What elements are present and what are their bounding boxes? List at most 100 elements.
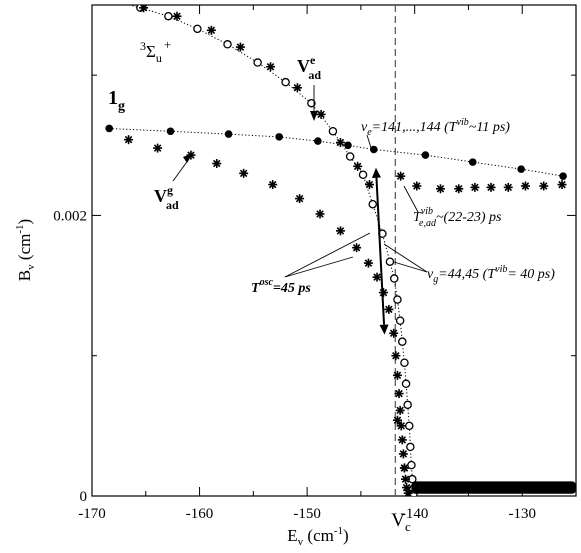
filled-circle-point — [166, 127, 175, 136]
series-lines — [109, 5, 564, 495]
vad-g-label: Vg ad — [154, 183, 179, 212]
filled-circle-point — [344, 141, 352, 150]
asterisk-point — [389, 328, 399, 338]
tosc-leader-2 — [284, 256, 354, 278]
open-circle-point — [395, 316, 405, 325]
y-tick-label: 0 — [80, 489, 88, 505]
open-circle-point — [398, 337, 407, 346]
asterisk-point — [268, 180, 278, 190]
asterisk-point — [397, 435, 407, 445]
asterisk-point — [486, 182, 496, 192]
asterisk-point — [239, 168, 249, 178]
vad-g-leader — [172, 158, 190, 182]
asterisk-point — [316, 109, 326, 119]
asterisk-point — [292, 83, 302, 93]
open-circle-point — [164, 11, 173, 21]
ve-leader — [366, 134, 373, 152]
open-circle-point — [281, 77, 290, 87]
sigma-u-label: 3Σu+ — [140, 37, 171, 65]
osc-arrow-line — [375, 177, 386, 325]
axis-ticks — [91, 5, 576, 497]
x-tick-label: -150 — [293, 506, 321, 522]
open-circle-point — [401, 379, 411, 389]
asterisk-point — [392, 415, 402, 425]
asterisk-point — [153, 143, 163, 153]
open-circle-point — [193, 24, 202, 34]
filled-circle-point — [105, 124, 114, 133]
y-axis-label: Bv (cm-1) — [14, 219, 37, 281]
filled-circle-point — [517, 165, 525, 173]
open-circle-point — [223, 40, 232, 49]
asterisk-point — [384, 304, 394, 314]
vad-e-label: Ve ad — [297, 53, 321, 82]
open-circle-point — [345, 152, 355, 161]
asterisk-point — [124, 135, 134, 145]
tosc-label: Tosc=45 ps — [251, 277, 311, 296]
filled-circle-point — [275, 133, 283, 141]
asterisk-point — [395, 405, 405, 415]
vg-leader-2 — [393, 261, 428, 273]
asterisk-point — [403, 488, 413, 496]
x-tick-label: -140 — [401, 506, 429, 522]
vg-label: vg=44,45 (Tvib= 40 ps) — [427, 264, 555, 285]
data-markers — [99, 0, 576, 496]
asterisk-point — [520, 181, 530, 191]
filled-circle-point — [314, 137, 322, 145]
osc-arrowhead-top — [371, 167, 381, 178]
asterisk-point — [364, 180, 374, 190]
asterisk-point — [235, 42, 245, 52]
open-circle-point — [406, 442, 415, 452]
open-circle-point — [403, 400, 412, 410]
open-circle-point — [368, 199, 377, 209]
x-axis-label: Ev (cm-1) — [287, 525, 348, 548]
asterisk-point — [266, 62, 276, 72]
asterisk-point — [412, 181, 422, 191]
asterisk-point — [363, 258, 373, 268]
asterisk-point — [399, 463, 409, 473]
filled-circle-point — [468, 158, 477, 166]
x-tick-label: -160 — [186, 506, 214, 522]
asterisk-point — [396, 421, 406, 431]
vad-g-arrowhead — [183, 153, 193, 163]
open-circle-point — [389, 274, 399, 283]
open-circle-point — [400, 358, 409, 367]
open-circle-point — [253, 58, 262, 67]
axis-tick-labels: -170 -160 -150 -140 -130 0 0.002 — [53, 208, 536, 522]
series-0-line — [127, 5, 414, 495]
open-circle-point — [393, 295, 402, 304]
asterisk-point — [139, 5, 149, 13]
filled-circle-point — [224, 130, 233, 138]
asterisk-point — [470, 182, 480, 192]
callout-arrowheads — [183, 111, 318, 163]
filled-circle-point — [369, 145, 378, 154]
osc-arrowhead-bottom — [379, 324, 389, 335]
asterisk-point — [315, 209, 325, 219]
asterisk-point — [295, 194, 305, 204]
asterisk-point — [391, 351, 401, 361]
te-leader — [403, 185, 419, 213]
1g-label: 1g — [108, 87, 125, 114]
asterisk-point — [335, 137, 345, 147]
asterisk-point — [454, 184, 464, 194]
asterisk-point — [212, 159, 222, 169]
open-circle-point — [99, 0, 106, 2]
asterisk-point — [435, 184, 445, 194]
asterisk-point — [352, 243, 362, 253]
asterisk-point — [398, 449, 408, 459]
asterisk-point — [172, 11, 182, 21]
asterisk-point — [503, 182, 513, 192]
filled-circle-point — [421, 151, 430, 159]
filled-circle-point — [559, 172, 567, 180]
asterisk-point — [372, 272, 382, 282]
te-label: Tvib e,ad~(22-23) ps — [413, 206, 502, 229]
vc-label: Vc — [391, 510, 411, 534]
asterisk-point — [353, 161, 363, 171]
callout-lines — [172, 85, 428, 278]
plot-frame — [91, 4, 577, 497]
series-1-line — [109, 128, 564, 177]
asterisk-point — [206, 25, 216, 35]
asterisk-point — [335, 226, 345, 236]
x-tick-label: -130 — [508, 506, 536, 522]
x-tick-label: -170 — [78, 506, 106, 522]
asterisk-point — [539, 181, 549, 191]
